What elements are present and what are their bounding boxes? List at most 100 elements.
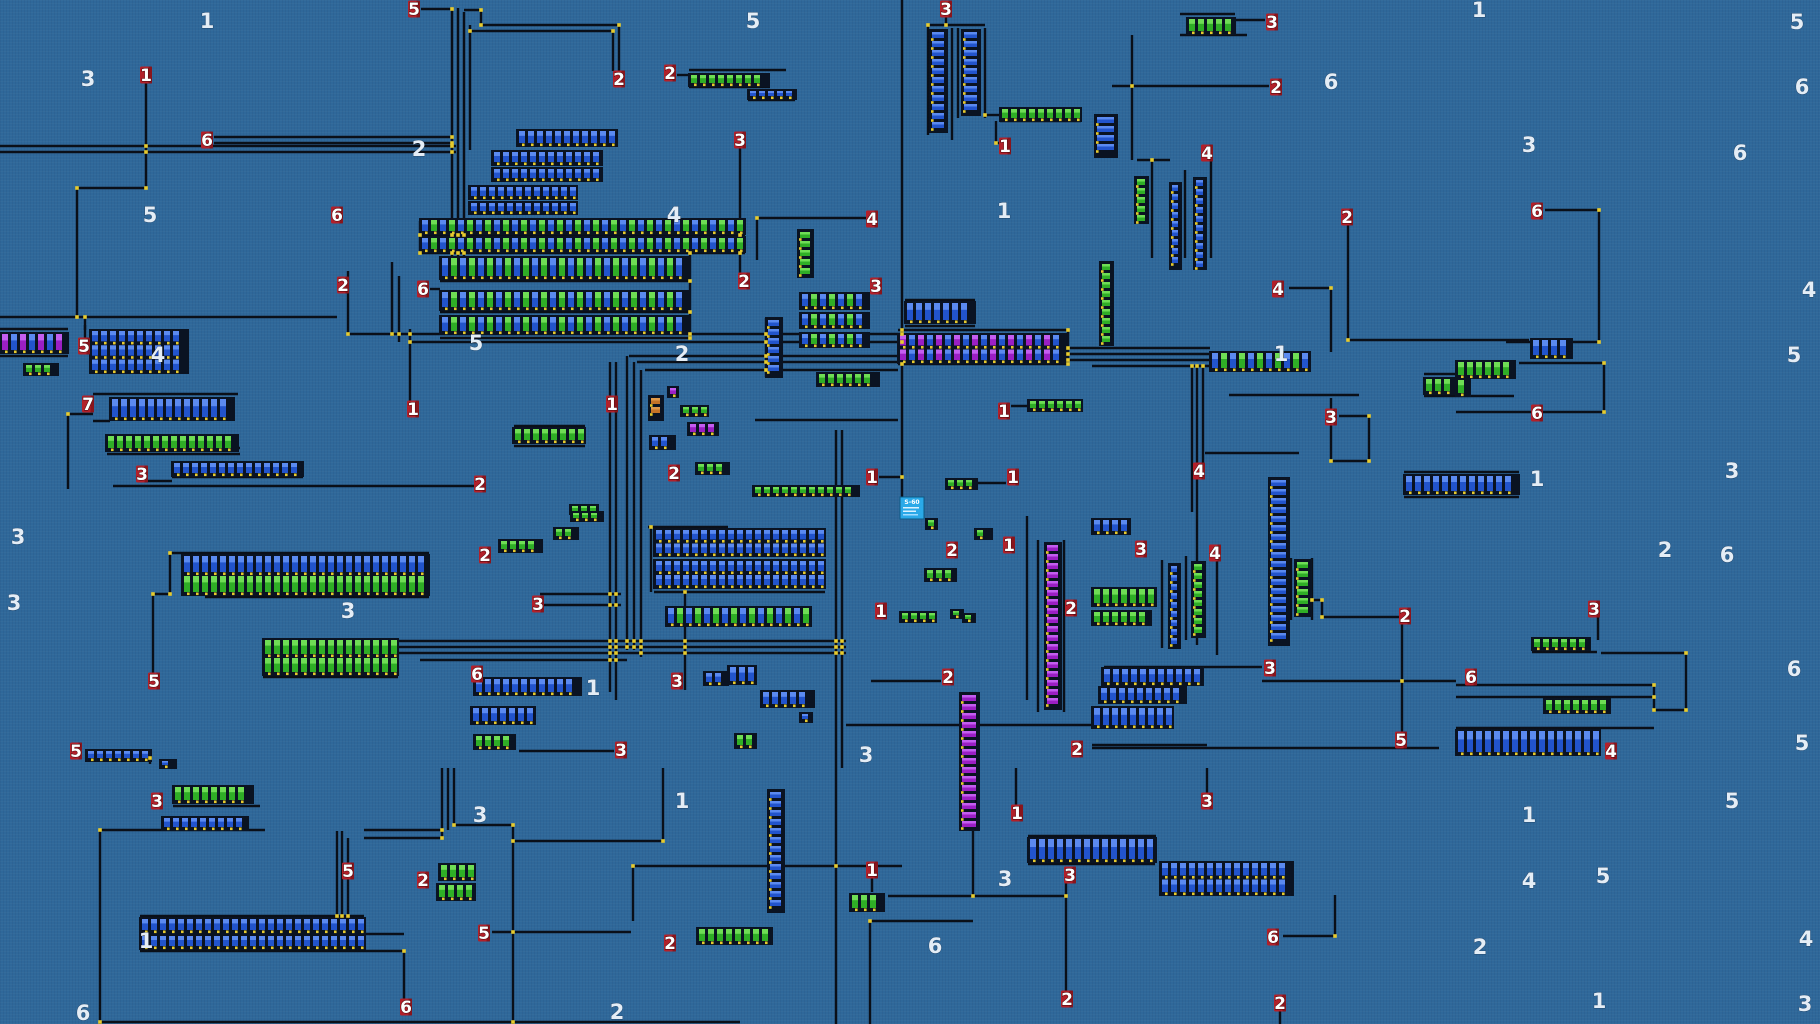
machine-cluster-purple-machines — [667, 386, 679, 398]
map-marker[interactable]: 1 — [999, 137, 1012, 158]
map-marker[interactable]: 2 — [664, 64, 677, 85]
junction-dot — [764, 368, 768, 372]
map-marker[interactable]: 6 — [471, 665, 484, 686]
map-marker[interactable]: 2 — [942, 668, 955, 689]
map-marker[interactable]: 3 — [1264, 659, 1277, 680]
machine-cluster-blue-machines — [649, 435, 676, 450]
map-marker[interactable]: 1 — [875, 602, 888, 623]
map-marker[interactable]: 4 — [866, 210, 879, 231]
map-marker[interactable]: 1 — [407, 400, 420, 421]
map-marker[interactable]: 6 — [1465, 668, 1478, 689]
map-marker[interactable]: 3 — [1201, 792, 1214, 813]
map-marker[interactable]: 6 — [1531, 404, 1544, 425]
junction-dot — [611, 29, 615, 33]
machine-cluster-blue-machines — [491, 150, 603, 166]
machine-cluster-green-machines — [23, 363, 59, 376]
map-marker[interactable]: 1 — [866, 468, 879, 489]
map-marker[interactable]: 2 — [1274, 994, 1287, 1015]
junction-dot — [456, 251, 460, 255]
map-marker[interactable]: 3 — [1064, 866, 1077, 887]
machine-cluster-purple-machines — [959, 692, 980, 831]
map-marker[interactable]: 6 — [400, 998, 413, 1019]
map-marker[interactable]: 2 — [417, 871, 430, 892]
map-marker[interactable]: 5 — [148, 672, 161, 693]
machine-cluster-small-blue-dotted — [139, 934, 366, 950]
map-marker[interactable]: 6 — [417, 280, 430, 301]
junction-dot — [764, 354, 768, 358]
machine-cluster-green-machines — [1294, 559, 1312, 617]
map-marker[interactable]: 3 — [1266, 13, 1279, 34]
map-marker[interactable]: 3 — [734, 131, 747, 152]
map-marker[interactable]: 5 — [78, 337, 91, 358]
map-marker[interactable]: 3 — [1135, 540, 1148, 561]
map-marker[interactable]: 4 — [1272, 280, 1285, 301]
map-marker[interactable]: 2 — [946, 541, 959, 562]
map-marker[interactable]: 4 — [1193, 462, 1206, 483]
map-marker[interactable]: 3 — [940, 0, 953, 20]
map-marker[interactable]: 4 — [1209, 544, 1222, 565]
map-marker[interactable]: 2 — [1065, 599, 1078, 620]
map-marker[interactable]: 2 — [1399, 607, 1412, 628]
map-marker[interactable]: 3 — [671, 672, 684, 693]
map-marker[interactable]: 6 — [201, 131, 214, 152]
map-marker[interactable]: 1 — [140, 66, 153, 87]
cyan-base-tag[interactable]: S-60 — [899, 496, 925, 520]
map-marker[interactable]: 1 — [998, 402, 1011, 423]
map-marker[interactable]: 2 — [1071, 740, 1084, 761]
map-marker[interactable]: 5 — [70, 742, 83, 763]
map-marker[interactable]: 5 — [478, 924, 491, 945]
sector-label: 1 — [1530, 467, 1545, 491]
junction-dot — [900, 340, 904, 344]
machine-cluster-blue-machines — [468, 185, 578, 200]
map-marker[interactable]: 5 — [342, 862, 355, 883]
map-marker[interactable]: 3 — [136, 465, 149, 486]
sector-label: 5 — [1787, 343, 1802, 367]
map-marker[interactable]: 2 — [1061, 990, 1074, 1011]
junction-dot — [168, 592, 172, 596]
map-marker[interactable]: 4 — [1201, 144, 1214, 165]
map-marker[interactable]: 6 — [1531, 202, 1544, 223]
map-marker[interactable]: 1 — [1007, 468, 1020, 489]
junction-dot — [617, 23, 621, 27]
map-marker[interactable]: 2 — [474, 475, 487, 496]
junction-dot — [390, 332, 394, 336]
machine-cluster-mixed-blue-green — [439, 290, 691, 311]
map-marker[interactable]: 2 — [613, 70, 626, 91]
junction-dot — [346, 332, 350, 336]
map-marker[interactable]: 5 — [1395, 731, 1408, 752]
machine-cluster-blue-machines — [767, 789, 785, 913]
machine-cluster-blue-machines — [1530, 338, 1573, 359]
map-marker[interactable]: 2 — [479, 546, 492, 567]
map-marker[interactable]: 3 — [151, 792, 164, 813]
map-marker[interactable]: 4 — [1605, 742, 1618, 763]
machine-cluster-green-machines — [1099, 261, 1114, 346]
map-marker-number: 3 — [1588, 600, 1600, 620]
map-marker[interactable]: 2 — [337, 276, 350, 297]
machine-cluster-purple-blue — [897, 333, 1069, 364]
map-marker[interactable]: 1 — [606, 395, 619, 416]
map-marker[interactable]: 2 — [1341, 208, 1354, 229]
map-marker[interactable]: 2 — [1270, 78, 1283, 99]
map-marker[interactable]: 2 — [668, 464, 681, 485]
map-marker[interactable]: 6 — [1267, 928, 1280, 949]
map-marker[interactable]: 1 — [866, 861, 879, 882]
junction-dot — [1066, 358, 1070, 362]
map-marker[interactable]: 3 — [1325, 408, 1338, 429]
map-marker[interactable]: 7 — [82, 395, 95, 416]
junction-dot — [900, 332, 904, 336]
junction-dot — [418, 233, 422, 237]
map-marker[interactable]: 3 — [1588, 600, 1601, 621]
map-marker-number: 2 — [1341, 208, 1353, 228]
map-marker[interactable]: 1 — [1003, 536, 1016, 557]
map-marker[interactable]: 5 — [408, 0, 421, 20]
map-marker[interactable]: 1 — [1011, 804, 1024, 825]
map-marker[interactable]: 3 — [532, 595, 545, 616]
map-marker[interactable]: 2 — [738, 272, 751, 293]
map-marker[interactable]: 6 — [331, 206, 344, 227]
map-marker[interactable]: 3 — [615, 741, 628, 762]
map-marker[interactable]: 3 — [870, 277, 883, 298]
junction-dot — [408, 340, 412, 344]
map-marker[interactable]: 2 — [664, 934, 677, 955]
